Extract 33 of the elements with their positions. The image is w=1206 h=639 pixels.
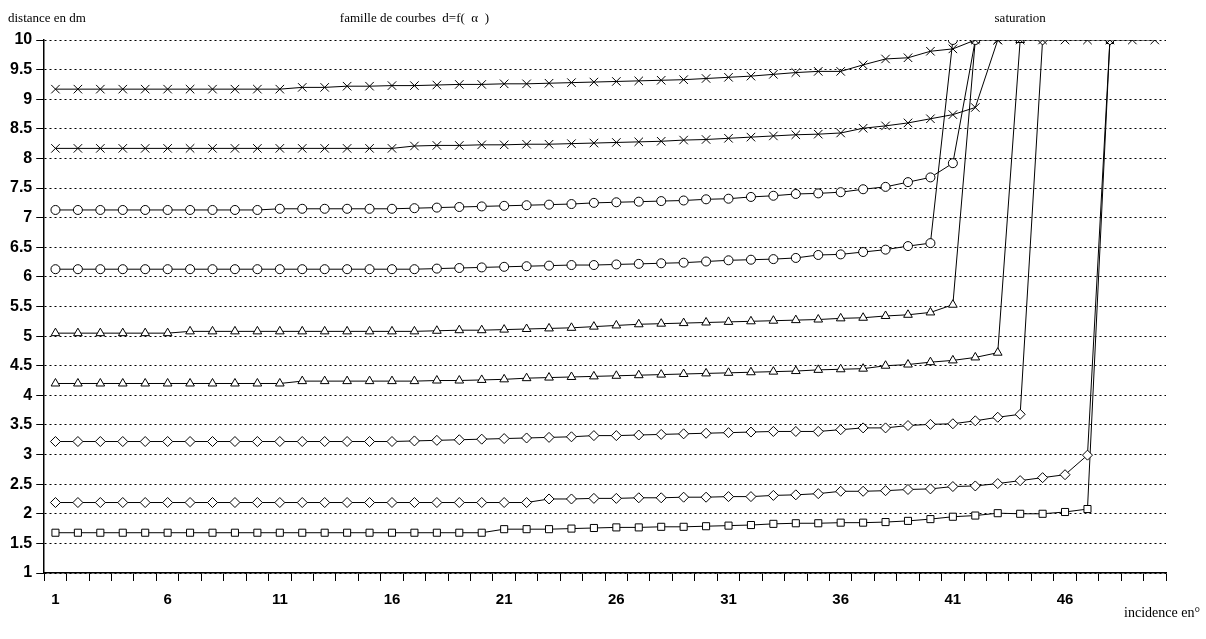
y-tick-label: 10 [14,30,33,48]
y-tick-label: 3 [23,444,33,462]
x-tick-label: 41 [944,590,962,608]
y-tick-label: 8.5 [9,119,33,137]
y-axis-title: distance en dm [8,10,86,25]
x-axis-title: incidence en° [1124,605,1200,620]
x-tick-label: 11 [271,590,288,608]
x-tick-label: 6 [163,590,172,608]
y-tick-label: 8 [23,148,33,166]
y-tick-label: 7.5 [9,178,33,196]
y-tick-label: 2 [23,504,33,522]
text: saturation [994,10,1047,25]
x-tick-label: 31 [720,590,737,608]
y-tick-label: 1.5 [9,533,33,551]
y-tick-label: 4 [23,385,33,403]
y-tick-label: 5 [23,326,33,344]
y-tick-label: 1 [23,563,33,581]
y-tick-label: 5.5 [9,296,33,314]
x-tick-label: 36 [832,590,850,608]
y-tick-label: 7 [23,208,33,226]
y-tick-label: 2.5 [9,474,33,492]
y-tick-label: 6 [23,267,33,285]
y-tick-label: 9.5 [9,60,33,78]
x-tick-label: 21 [495,590,513,608]
y-tick-label: 4.5 [9,356,33,374]
y-tick-label: 9 [23,89,33,107]
x-tick-label: 16 [383,590,401,608]
y-tick-label: 3.5 [9,415,33,433]
x-tick-label: 26 [607,590,625,608]
chart-title: famille de courbes d=f( α ) [339,10,489,25]
y-tick-label: 6.5 [9,237,33,255]
x-tick-label: 46 [1056,590,1074,608]
x-tick-label: 1 [51,590,60,608]
